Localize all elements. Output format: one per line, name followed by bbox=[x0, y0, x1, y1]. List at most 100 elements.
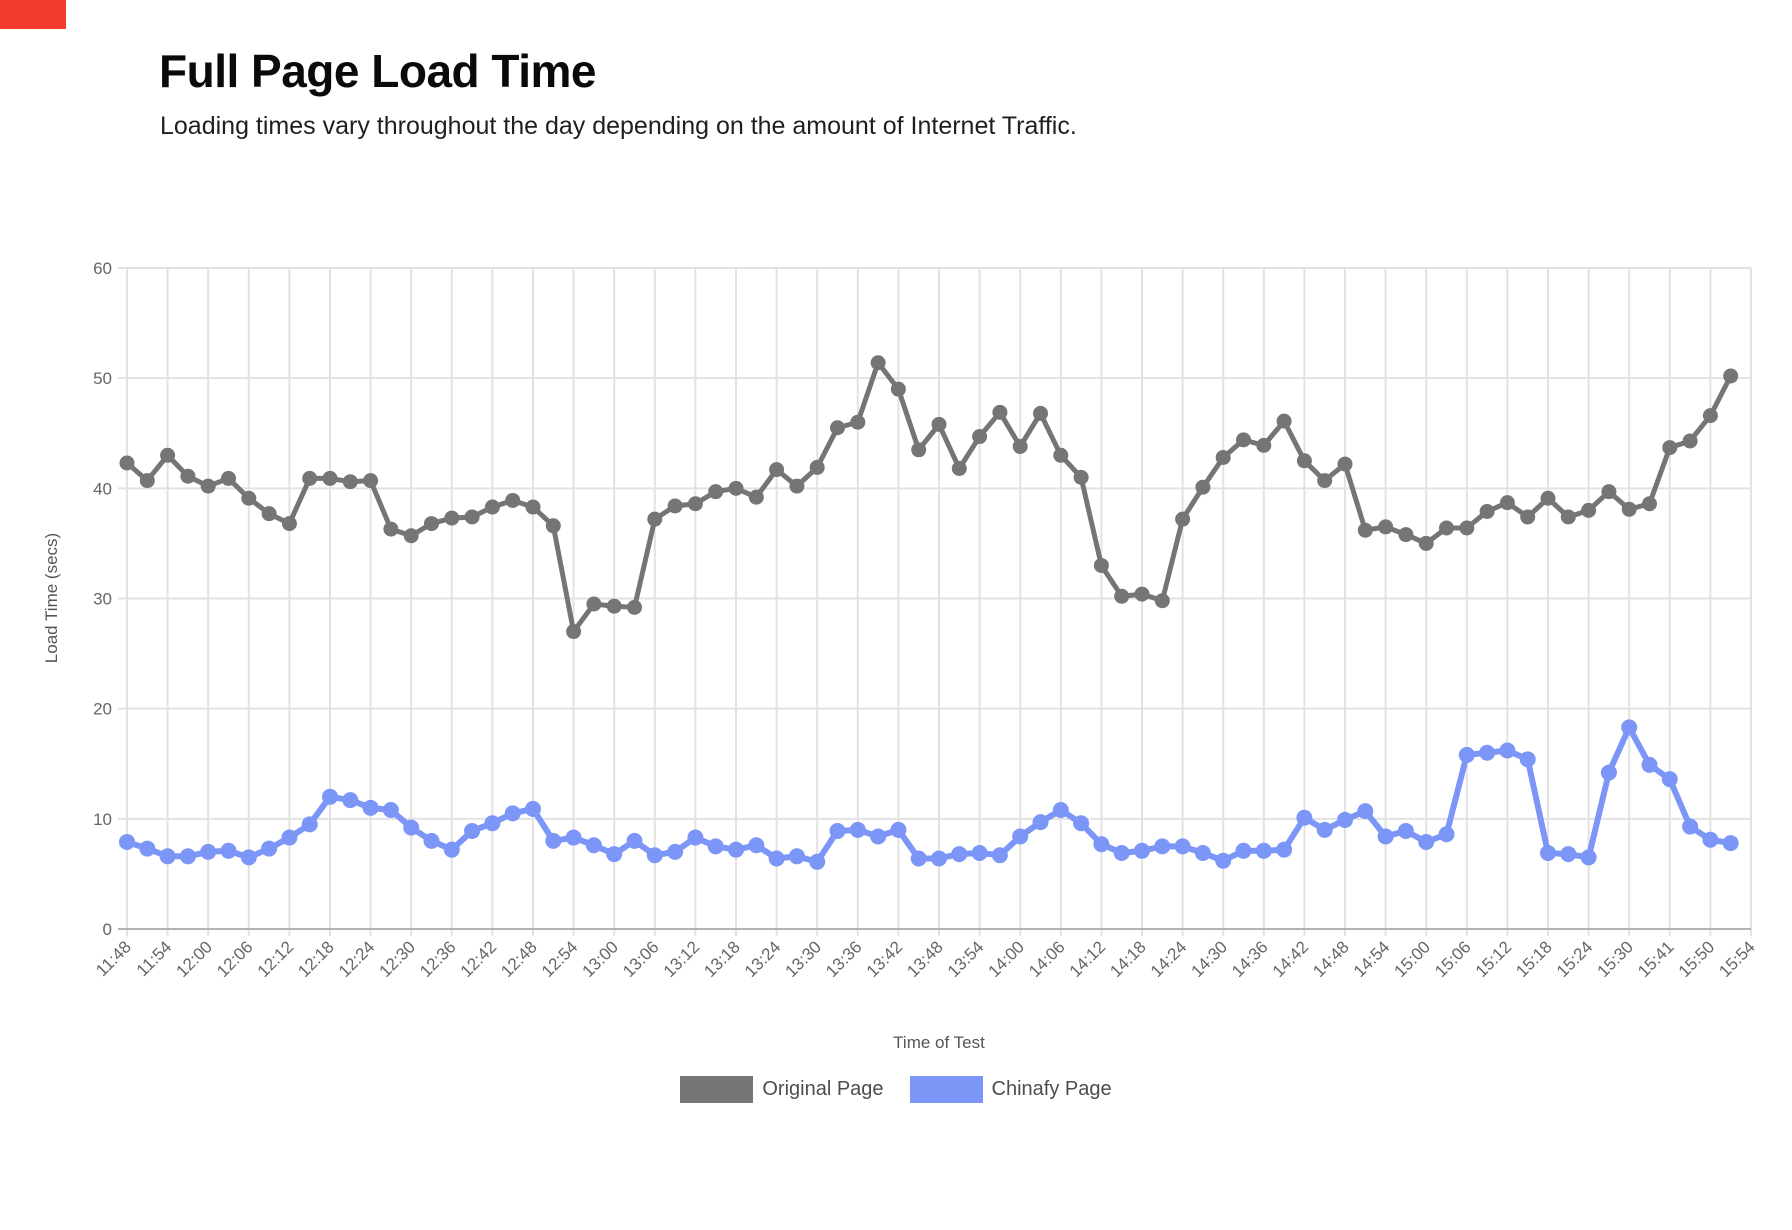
data-point[interactable] bbox=[728, 480, 744, 496]
data-point[interactable] bbox=[585, 837, 602, 854]
data-point[interactable] bbox=[1540, 844, 1556, 861]
data-point[interactable] bbox=[1499, 495, 1515, 511]
data-point[interactable] bbox=[1195, 479, 1211, 495]
data-point[interactable] bbox=[1662, 440, 1678, 456]
data-point[interactable] bbox=[1256, 437, 1272, 453]
data-point[interactable] bbox=[1642, 496, 1657, 512]
data-point[interactable] bbox=[221, 470, 236, 486]
data-point[interactable] bbox=[1601, 484, 1617, 500]
data-point[interactable] bbox=[545, 832, 562, 849]
data-point[interactable] bbox=[1580, 849, 1597, 866]
data-point[interactable] bbox=[850, 414, 866, 430]
data-point[interactable] bbox=[281, 829, 298, 846]
data-point[interactable] bbox=[748, 837, 765, 854]
data-point[interactable] bbox=[1621, 501, 1637, 517]
data-point[interactable] bbox=[1175, 511, 1191, 527]
data-point[interactable] bbox=[748, 489, 764, 505]
data-point[interactable] bbox=[687, 829, 704, 846]
data-point[interactable] bbox=[1215, 852, 1232, 869]
data-point[interactable] bbox=[464, 509, 480, 525]
data-point[interactable] bbox=[1438, 826, 1455, 843]
data-point[interactable] bbox=[1012, 438, 1028, 454]
data-point[interactable] bbox=[1316, 821, 1333, 838]
data-point[interactable] bbox=[991, 847, 1008, 864]
data-point[interactable] bbox=[1337, 456, 1353, 472]
data-point[interactable] bbox=[809, 459, 825, 475]
data-point[interactable] bbox=[1499, 742, 1516, 759]
data-point[interactable] bbox=[972, 429, 988, 445]
data-point[interactable] bbox=[1317, 473, 1333, 489]
data-point[interactable] bbox=[302, 470, 318, 486]
data-point[interactable] bbox=[403, 819, 420, 836]
data-point[interactable] bbox=[1682, 818, 1699, 835]
data-point[interactable] bbox=[1479, 744, 1496, 761]
data-point[interactable] bbox=[484, 815, 501, 832]
data-point[interactable] bbox=[646, 847, 663, 864]
data-point[interactable] bbox=[1073, 815, 1090, 832]
data-point[interactable] bbox=[1033, 405, 1048, 421]
data-point[interactable] bbox=[363, 473, 379, 489]
data-point[interactable] bbox=[281, 516, 297, 532]
data-point[interactable] bbox=[179, 848, 196, 865]
data-point[interactable] bbox=[1236, 432, 1251, 448]
data-point[interactable] bbox=[971, 844, 988, 861]
data-point[interactable] bbox=[484, 499, 500, 515]
data-point[interactable] bbox=[220, 842, 237, 859]
data-point[interactable] bbox=[910, 850, 927, 867]
data-point[interactable] bbox=[180, 468, 196, 484]
data-point[interactable] bbox=[1235, 842, 1252, 859]
data-point[interactable] bbox=[1418, 833, 1435, 850]
data-point[interactable] bbox=[362, 799, 379, 816]
data-point[interactable] bbox=[849, 821, 866, 838]
data-point[interactable] bbox=[606, 598, 622, 614]
data-point[interactable] bbox=[565, 829, 582, 846]
data-point[interactable] bbox=[1479, 503, 1495, 519]
data-point[interactable] bbox=[200, 843, 217, 860]
data-point[interactable] bbox=[139, 473, 155, 489]
data-point[interactable] bbox=[443, 841, 460, 858]
data-point[interactable] bbox=[1174, 838, 1191, 855]
data-point[interactable] bbox=[1560, 509, 1576, 525]
data-point[interactable] bbox=[708, 484, 724, 500]
data-point[interactable] bbox=[1053, 447, 1069, 463]
data-point[interactable] bbox=[1337, 811, 1353, 828]
data-point[interactable] bbox=[1519, 751, 1536, 768]
data-point[interactable] bbox=[788, 848, 805, 865]
data-point[interactable] bbox=[667, 498, 683, 514]
data-point[interactable] bbox=[525, 800, 541, 817]
data-point[interactable] bbox=[139, 840, 156, 857]
data-point[interactable] bbox=[890, 821, 907, 838]
data-point[interactable] bbox=[240, 849, 257, 866]
data-point[interactable] bbox=[1682, 433, 1698, 449]
data-point[interactable] bbox=[1439, 520, 1454, 536]
data-point[interactable] bbox=[1296, 809, 1313, 826]
data-point[interactable] bbox=[951, 846, 968, 863]
data-point[interactable] bbox=[1540, 490, 1556, 506]
data-point[interactable] bbox=[342, 792, 359, 809]
data-point[interactable] bbox=[444, 510, 460, 526]
data-point[interactable] bbox=[1113, 844, 1130, 861]
data-point[interactable] bbox=[1702, 831, 1719, 848]
data-point[interactable] bbox=[1581, 502, 1597, 518]
data-point[interactable] bbox=[667, 843, 684, 860]
data-point[interactable] bbox=[1154, 593, 1170, 609]
data-point[interactable] bbox=[1073, 469, 1089, 485]
data-point[interactable] bbox=[1377, 828, 1394, 845]
data-point[interactable] bbox=[586, 596, 602, 612]
data-point[interactable] bbox=[119, 455, 135, 471]
data-point[interactable] bbox=[911, 442, 927, 458]
data-point[interactable] bbox=[1134, 842, 1150, 859]
data-point[interactable] bbox=[322, 470, 338, 486]
data-point[interactable] bbox=[159, 848, 176, 865]
data-point[interactable] bbox=[606, 846, 623, 863]
data-point[interactable] bbox=[403, 528, 419, 544]
data-point[interactable] bbox=[809, 853, 826, 870]
data-point[interactable] bbox=[1378, 519, 1394, 535]
data-point[interactable] bbox=[626, 832, 643, 849]
data-point[interactable] bbox=[1114, 588, 1130, 604]
data-point[interactable] bbox=[931, 416, 947, 432]
data-point[interactable] bbox=[1357, 522, 1373, 538]
data-point[interactable] bbox=[870, 355, 886, 371]
data-point[interactable] bbox=[504, 805, 521, 822]
data-point[interactable] bbox=[1154, 838, 1171, 855]
